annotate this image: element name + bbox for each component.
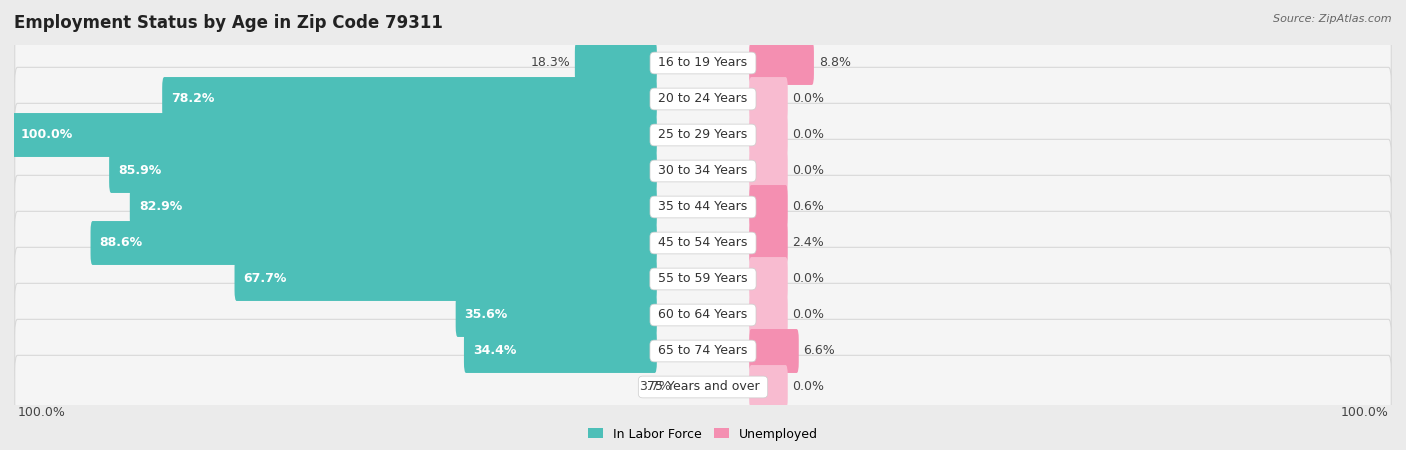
FancyBboxPatch shape: [749, 185, 787, 229]
Text: 6.6%: 6.6%: [804, 345, 835, 357]
Text: 3.7%: 3.7%: [638, 381, 671, 393]
Text: Source: ZipAtlas.com: Source: ZipAtlas.com: [1274, 14, 1392, 23]
FancyBboxPatch shape: [14, 140, 1392, 202]
FancyBboxPatch shape: [129, 185, 657, 229]
FancyBboxPatch shape: [749, 221, 787, 265]
FancyBboxPatch shape: [749, 149, 787, 193]
Text: 75 Years and over: 75 Years and over: [643, 381, 763, 393]
Text: 85.9%: 85.9%: [118, 165, 162, 177]
FancyBboxPatch shape: [749, 293, 787, 337]
Text: 100.0%: 100.0%: [17, 406, 66, 419]
Text: 0.0%: 0.0%: [793, 273, 824, 285]
Text: 2.4%: 2.4%: [793, 237, 824, 249]
Text: 78.2%: 78.2%: [172, 93, 215, 105]
FancyBboxPatch shape: [14, 176, 1392, 238]
Text: 8.8%: 8.8%: [818, 57, 851, 69]
Text: 34.4%: 34.4%: [472, 345, 516, 357]
FancyBboxPatch shape: [749, 77, 787, 121]
FancyBboxPatch shape: [575, 41, 657, 85]
Text: 88.6%: 88.6%: [100, 237, 142, 249]
FancyBboxPatch shape: [749, 257, 787, 301]
Text: 35 to 44 Years: 35 to 44 Years: [654, 201, 752, 213]
FancyBboxPatch shape: [13, 113, 657, 157]
Text: 16 to 19 Years: 16 to 19 Years: [654, 57, 752, 69]
Text: Employment Status by Age in Zip Code 79311: Employment Status by Age in Zip Code 793…: [14, 14, 443, 32]
FancyBboxPatch shape: [749, 41, 814, 85]
FancyBboxPatch shape: [14, 68, 1392, 130]
FancyBboxPatch shape: [90, 221, 657, 265]
FancyBboxPatch shape: [749, 365, 787, 409]
Text: 82.9%: 82.9%: [139, 201, 181, 213]
Text: 30 to 34 Years: 30 to 34 Years: [654, 165, 752, 177]
Text: 67.7%: 67.7%: [243, 273, 287, 285]
FancyBboxPatch shape: [162, 77, 657, 121]
FancyBboxPatch shape: [749, 329, 799, 373]
FancyBboxPatch shape: [14, 32, 1392, 94]
Text: 45 to 54 Years: 45 to 54 Years: [654, 237, 752, 249]
Text: 20 to 24 Years: 20 to 24 Years: [654, 93, 752, 105]
Text: 18.3%: 18.3%: [530, 57, 569, 69]
Text: 35.6%: 35.6%: [464, 309, 508, 321]
Text: 0.0%: 0.0%: [793, 93, 824, 105]
FancyBboxPatch shape: [464, 329, 657, 373]
FancyBboxPatch shape: [14, 212, 1392, 274]
FancyBboxPatch shape: [14, 248, 1392, 310]
FancyBboxPatch shape: [456, 293, 657, 337]
Text: 0.0%: 0.0%: [793, 165, 824, 177]
Legend: In Labor Force, Unemployed: In Labor Force, Unemployed: [583, 423, 823, 446]
FancyBboxPatch shape: [14, 284, 1392, 346]
Text: 25 to 29 Years: 25 to 29 Years: [654, 129, 752, 141]
Text: 100.0%: 100.0%: [21, 129, 73, 141]
Text: 55 to 59 Years: 55 to 59 Years: [654, 273, 752, 285]
FancyBboxPatch shape: [14, 104, 1392, 166]
Text: 0.0%: 0.0%: [793, 129, 824, 141]
Text: 65 to 74 Years: 65 to 74 Years: [654, 345, 752, 357]
FancyBboxPatch shape: [14, 320, 1392, 382]
FancyBboxPatch shape: [235, 257, 657, 301]
FancyBboxPatch shape: [14, 356, 1392, 418]
Text: 0.0%: 0.0%: [793, 381, 824, 393]
Text: 0.0%: 0.0%: [793, 309, 824, 321]
Text: 60 to 64 Years: 60 to 64 Years: [654, 309, 752, 321]
FancyBboxPatch shape: [749, 113, 787, 157]
Text: 0.6%: 0.6%: [793, 201, 824, 213]
FancyBboxPatch shape: [110, 149, 657, 193]
Text: 100.0%: 100.0%: [1340, 406, 1389, 419]
